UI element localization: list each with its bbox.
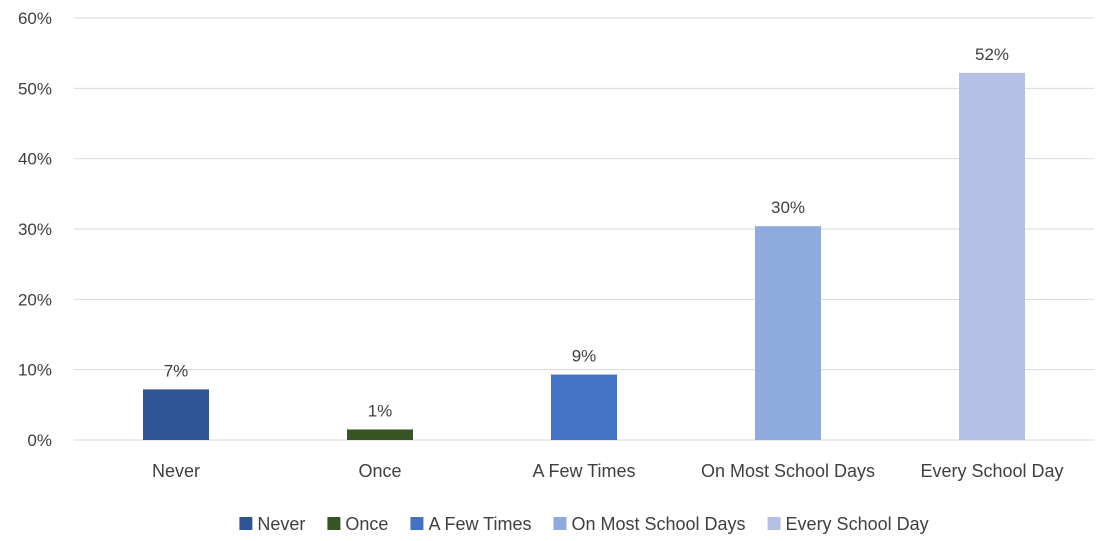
data-label: 9% — [572, 347, 597, 366]
data-label: 52% — [975, 45, 1009, 64]
legend-swatch — [553, 517, 567, 530]
legend-label: A Few Times — [428, 514, 531, 534]
legend-item: Every School Day — [767, 514, 929, 534]
legend-swatch — [239, 517, 253, 530]
legend-label: On Most School Days — [571, 514, 745, 534]
y-tick-label: 20% — [18, 290, 52, 309]
legend-item: On Most School Days — [553, 514, 746, 534]
bar-never — [143, 389, 209, 440]
legend-label: Never — [257, 514, 305, 534]
legend-swatch — [327, 517, 341, 530]
legend-item: A Few Times — [410, 514, 531, 534]
y-tick-label: 0% — [27, 431, 52, 450]
y-axis-tick-labels: 0% 10% 20% 30% 40% 50% 60% — [18, 9, 52, 450]
bar-a-few-times — [551, 374, 617, 440]
legend: Never Once A Few Times On Most School Days E… — [239, 514, 929, 534]
bars — [143, 72, 1025, 441]
legend-label: Once — [345, 514, 388, 534]
x-tick-label: Every School Day — [920, 461, 1063, 481]
legend-item: Once — [327, 514, 388, 534]
y-tick-label: 10% — [18, 361, 52, 380]
legend-swatch — [410, 517, 424, 530]
legend-item: Never — [239, 514, 305, 534]
x-tick-label: Once — [358, 461, 401, 481]
bar-on-most-school-days — [755, 226, 821, 440]
legend-swatch — [767, 517, 781, 530]
x-axis-tick-labels: Never Once A Few Times On Most School Days E… — [152, 461, 1064, 481]
y-tick-label: 40% — [18, 150, 52, 169]
y-tick-label: 30% — [18, 220, 52, 239]
data-labels: 7% 1% 9% 30% 52% — [164, 45, 1009, 421]
data-label: 30% — [771, 198, 805, 217]
y-tick-label: 60% — [18, 9, 52, 28]
y-tick-label: 50% — [18, 79, 52, 98]
bar-once — [347, 429, 413, 440]
bar-every-school-day — [959, 72, 1025, 441]
x-tick-label: On Most School Days — [701, 461, 875, 481]
gridlines — [74, 17, 1094, 441]
legend-label: Every School Day — [786, 514, 929, 534]
x-tick-label: A Few Times — [532, 461, 635, 481]
data-label: 1% — [368, 401, 393, 420]
x-tick-label: Never — [152, 461, 200, 481]
data-label: 7% — [164, 361, 189, 380]
